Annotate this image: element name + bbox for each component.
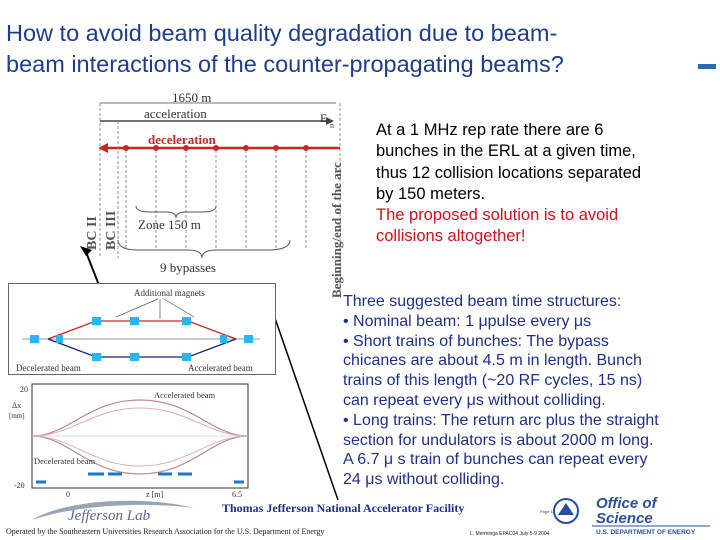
decelerated-chicane-path xyxy=(47,338,237,358)
structure-short-3: trains of this length (~20 RF cycles, 15… xyxy=(343,372,643,390)
zone-label: Zone 150 m xyxy=(138,217,201,232)
office-of-text: Office of xyxy=(596,495,659,512)
pointer-arrow-left xyxy=(80,246,92,256)
zone-markers xyxy=(125,150,307,248)
structure-long-1: • Long trains: The return arc plus the s… xyxy=(343,411,659,429)
desc-line-4: by 150 meters. xyxy=(376,184,486,203)
plot-magnet-bars xyxy=(36,472,244,484)
title-line-2: beam interactions of the counter-propaga… xyxy=(6,51,564,77)
orbit-plot: Accelerated beam Decelerated beam Δx [mm… xyxy=(9,383,249,499)
plot-ylabel: Δx xyxy=(12,401,21,410)
structures-heading: Three suggested beam time structures: xyxy=(343,293,622,310)
doe-text: U.S. DEPARTMENT OF ENERGY xyxy=(596,529,696,536)
structure-short-4: can repeat every μs without colliding. xyxy=(343,391,606,409)
desc-line-5: The proposed solution is to avoid xyxy=(376,206,619,225)
plot-decelerated-label: Decelerated beam xyxy=(34,456,95,466)
chicane-frame xyxy=(8,283,276,375)
doe-seal xyxy=(553,498,579,524)
decelerated-orbit xyxy=(31,435,249,475)
structure-long-2: section for undulators is about 2000 m l… xyxy=(343,431,654,449)
deceleration-arrow xyxy=(98,143,108,153)
bunch-markers xyxy=(123,145,309,151)
doe-office-of-science-logo: Office of Science U.S. DEPARTMENT OF ENE… xyxy=(553,495,710,536)
plot-ytick-top: 20 xyxy=(20,385,28,394)
arc-label: Beginning/end of the arc xyxy=(329,162,344,298)
plot-yunit: [mm] xyxy=(9,412,25,420)
desc-line-3: thus 12 collision locations separated xyxy=(376,163,642,182)
bypasses-label: 9 bypasses xyxy=(160,260,216,275)
title-line-1: How to avoid beam quality degradation du… xyxy=(6,20,558,46)
plot-xtick-left: 0 xyxy=(66,490,70,499)
chicane-decelerated-label: Decelerated beam xyxy=(16,363,81,373)
zone-bracket xyxy=(135,205,217,219)
desc-line-1: At a 1 MHz rep rate there are 6 xyxy=(376,121,604,139)
doe-seal-mark xyxy=(558,503,574,515)
structure-short-2: chicanes are about 4.5 m in length. Bunc… xyxy=(343,352,642,370)
deceleration-label: deceleration xyxy=(148,132,217,147)
plot-ytick-bottom: -20 xyxy=(14,481,25,490)
chicane-diagram: Additional magnets Decelerated beam Acce… xyxy=(8,283,276,375)
plot-xlabel: z [m] xyxy=(146,490,163,499)
acceleration-label: acceleration xyxy=(144,106,207,121)
slide-title: How to avoid beam quality degradation du… xyxy=(6,18,666,80)
accelerated-chicane-path xyxy=(47,320,237,340)
accelerated-orbit-envelope xyxy=(31,407,249,437)
plot-xtick-right: 6.5 xyxy=(232,490,242,499)
structure-short-1: • Short trains of bunches: The bypass xyxy=(343,332,609,350)
beam-structures: Three suggested beam time structures: • … xyxy=(343,292,708,490)
jlab-swoosh xyxy=(32,500,194,520)
lab-name: Thomas Jefferson National Accelerator Fa… xyxy=(222,501,465,515)
acceleration-arrow xyxy=(326,117,334,125)
title-accent-bar xyxy=(698,64,716,69)
length-label: 1650 m xyxy=(172,90,211,105)
chicane-accelerated-label: Accelerated beam xyxy=(188,363,253,373)
bc3-label: BC III xyxy=(104,211,119,250)
desc-line-2: bunches in the ERL at a given time, xyxy=(376,142,636,161)
magnet-blocks xyxy=(30,317,253,361)
jlab-wordmark: Jefferson Lab xyxy=(68,508,151,524)
accelerated-orbit xyxy=(31,399,249,437)
energy-label: E xyxy=(320,111,327,125)
page-number: Page 14 xyxy=(540,509,555,514)
collision-description: At a 1 MHz rep rate there are 6 bunches … xyxy=(376,120,706,248)
bypasses-bracket xyxy=(117,239,291,259)
desc-line-6: collisions altogether! xyxy=(376,227,526,246)
author-text: L. Merminga EPAC04 July 5-9 2004 xyxy=(470,531,550,537)
structure-long-4: 24 μs without colliding. xyxy=(343,471,505,489)
magnets-label: Additional magnets xyxy=(134,288,205,298)
bc2-label: BC II xyxy=(85,216,100,250)
erl-schematic: 1650 m acceleration E n deceleration Zon… xyxy=(85,90,344,298)
plot-accelerated-label: Accelerated beam xyxy=(154,390,215,400)
decelerated-orbit-envelope xyxy=(31,435,249,467)
science-text: Science xyxy=(596,510,653,527)
jefferson-lab-logo: Jefferson Lab xyxy=(32,500,194,524)
operated-by-text: Operated by the Southeastern Universitie… xyxy=(6,527,325,536)
structure-nominal: • Nominal beam: 1 μpulse every μs xyxy=(343,312,592,330)
pointer-line-right xyxy=(267,297,339,501)
structure-long-3: A 6.7 μ s train of bunches can repeat ev… xyxy=(343,451,648,469)
magnet-pointer-1 xyxy=(115,298,159,318)
magnet-pointer-3 xyxy=(163,298,195,318)
energy-subscript: n xyxy=(330,121,334,130)
